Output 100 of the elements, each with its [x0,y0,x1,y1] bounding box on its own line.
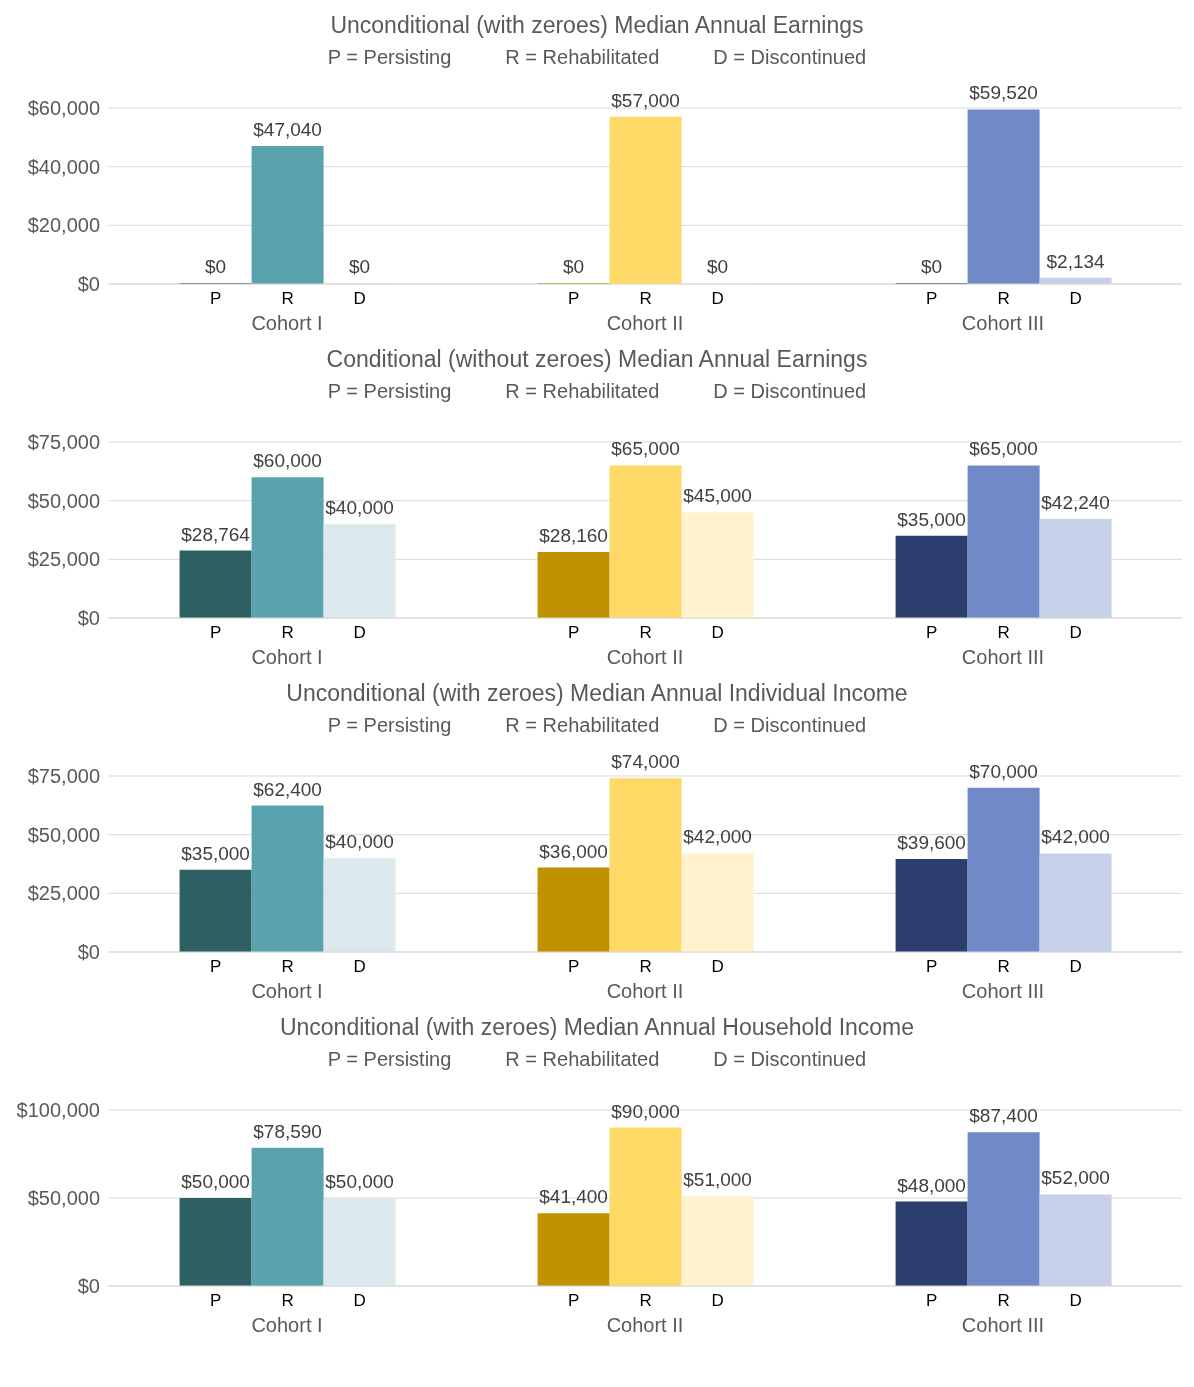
text: R = Rehabilitated [505,45,660,70]
text: D [1069,957,1082,976]
series-label: D [353,1291,366,1310]
series-label: P [209,289,222,308]
data-label: $42,240 [1041,491,1110,513]
y-tick-label: $75,000 [27,765,100,788]
text: R [639,957,652,976]
y-tick-label: $0 [77,1275,100,1298]
data-label: $50,000 [181,1171,250,1192]
text: R = Rehabilitated [505,379,660,404]
text: R [997,623,1010,642]
y-tick-label: $40,000 [27,155,100,178]
text: D = Discontinued [713,379,867,404]
data-label: $47,040 [253,119,322,141]
x-tick-label: Cohort I [251,312,323,335]
text: D [711,289,724,308]
data-label: $39,600 [897,832,966,854]
data-label: $50,000 [325,1171,394,1192]
text: D [711,957,724,976]
data-label: $87,400 [969,1105,1038,1127]
x-tick-label: Cohort I [251,1314,323,1337]
y-tick-label: $0 [77,273,100,296]
data-label: $51,000 [683,1169,752,1191]
text: D [1069,1291,1082,1310]
text: R [639,289,652,308]
data-label: $57,000 [611,89,680,111]
data-label: $35,000 [897,508,966,530]
y-tick-label: $60,000 [27,97,100,120]
chart-title: Unconditional (with zeroes) Median Annual Individual Income [285,679,909,708]
text: P [567,1291,580,1310]
series-label: R [281,957,294,976]
series-label: P [209,623,222,642]
series-label: P [209,1291,222,1310]
chart-title: Unconditional (with zeroes) Median Annual Household Income [278,1013,916,1042]
series-label: R [281,289,294,308]
text: R [639,1291,652,1310]
text: D = Discontinued [713,45,867,70]
series-label: R [281,623,294,642]
text: D [1069,289,1082,308]
data-label: $0 [349,256,371,277]
data-label: $36,000 [539,840,608,862]
x-tick-label: Cohort II [606,980,684,1003]
y-tick-label: $50,000 [27,823,100,846]
data-label: $0 [707,256,729,277]
y-tick-label: $50,000 [27,1187,100,1210]
data-label: $0 [921,256,943,277]
data-label: $78,590 [253,1120,322,1142]
text: R [997,957,1010,976]
y-tick-label: $75,000 [27,431,100,454]
data-label: $2,134 [1046,250,1106,272]
series-label: D [353,957,366,976]
text: D [711,1291,724,1310]
data-label: $65,000 [969,438,1038,460]
text: P [925,623,938,642]
text: D = Discontinued [713,713,867,738]
data-label: $48,000 [897,1174,966,1196]
data-label: $0 [205,256,227,277]
x-tick-label: Cohort I [251,980,323,1003]
x-tick-label: Cohort III [961,646,1045,669]
text: P [925,1291,938,1310]
data-label: $0 [563,256,585,277]
y-tick-label: $0 [77,941,100,964]
y-tick-label: $100,000 [16,1099,100,1122]
data-label: $35,000 [181,842,250,864]
chart-title: Conditional (without zeroes) Median Annual Earnings [325,345,869,374]
data-label: $40,000 [325,831,394,853]
text: P [567,957,580,976]
x-tick-label: Cohort II [606,1314,684,1337]
chart-title: Unconditional (with zeroes) Median Annual Earnings [329,11,865,40]
data-label: $40,000 [325,497,394,519]
text: P [925,957,938,976]
y-tick-label: $20,000 [27,214,100,237]
data-label: $74,000 [611,751,680,773]
text: P = Persisting [327,1047,452,1072]
text: R [997,1291,1010,1310]
x-tick-label: Cohort II [606,646,684,669]
text: P = Persisting [327,45,452,70]
text: R = Rehabilitated [505,713,660,738]
data-label: $45,000 [683,485,752,507]
text: D [711,623,724,642]
text: R [639,623,652,642]
data-label: $42,000 [1041,826,1110,848]
x-tick-label: Cohort III [961,1314,1045,1337]
data-label: $28,160 [539,524,608,546]
series-label: R [281,1291,294,1310]
text: P [925,289,938,308]
series-label: D [353,289,366,308]
y-tick-label: $0 [77,607,100,630]
y-tick-label: $50,000 [27,489,100,512]
data-label: $65,000 [611,438,680,460]
x-tick-label: Cohort III [961,980,1045,1003]
x-tick-label: Cohort II [606,312,684,335]
data-label: $59,520 [969,82,1038,104]
data-label: $41,400 [539,1186,608,1208]
data-label: $52,000 [1041,1167,1110,1189]
data-label: $60,000 [253,450,322,472]
text: P = Persisting [327,379,452,404]
text: D [1069,623,1082,642]
text: R [997,289,1010,308]
text: P = Persisting [327,713,452,738]
